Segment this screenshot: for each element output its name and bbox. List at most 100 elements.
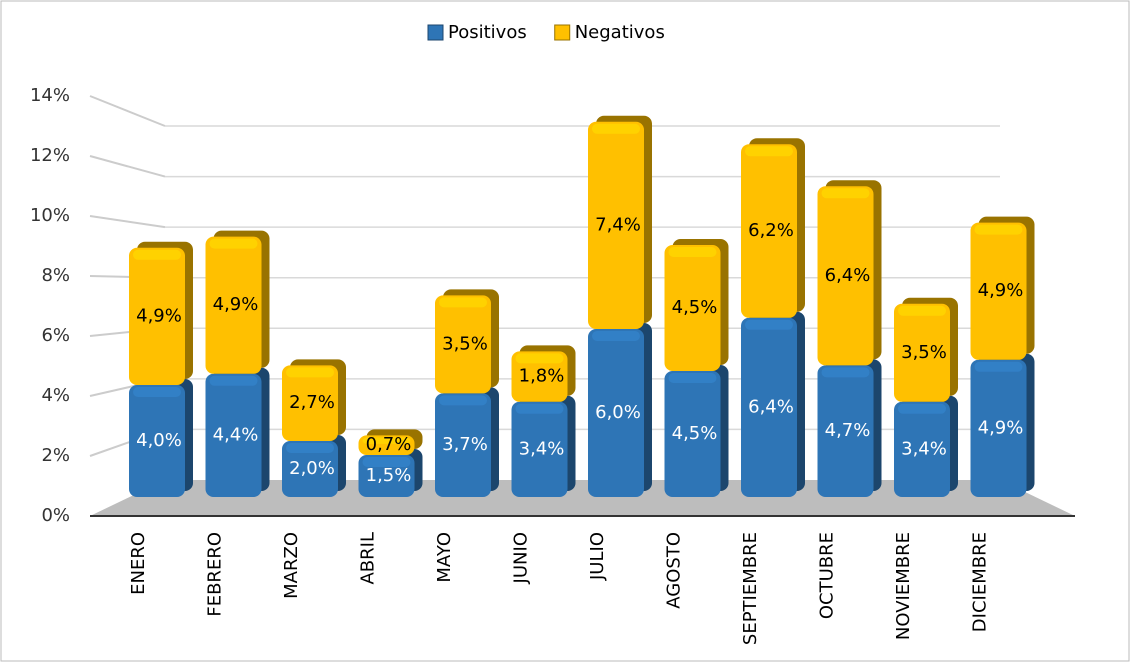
- value-label: 4,4%: [213, 424, 259, 445]
- bar-face: [435, 295, 491, 394]
- value-label: 6,4%: [748, 396, 794, 417]
- bar-segment: [129, 241, 193, 385]
- x-tick-label: OCTUBRE: [817, 532, 838, 619]
- legend-swatch: [554, 24, 571, 41]
- bar-face: [511, 401, 568, 497]
- value-label: 6,2%: [748, 220, 794, 241]
- grid-line: [89, 215, 166, 229]
- value-label: 3,7%: [442, 434, 488, 455]
- bar-face: [821, 188, 870, 199]
- value-label: 4,9%: [136, 305, 182, 326]
- value-label: 4,9%: [978, 417, 1024, 438]
- value-label: 0,7%: [366, 434, 412, 455]
- bar-segment: [435, 387, 499, 497]
- bar-face: [664, 371, 721, 497]
- bar-face: [286, 443, 334, 453]
- bar-segment: [741, 311, 805, 497]
- bar-face: [515, 353, 564, 364]
- bar-face: [129, 247, 185, 385]
- bar-segment: [588, 323, 652, 497]
- bar-face: [515, 403, 564, 414]
- bar-segment: [588, 115, 652, 329]
- value-label: 1,5%: [366, 465, 412, 486]
- bar-segment: [894, 297, 958, 402]
- value-label: 3,4%: [901, 438, 947, 459]
- legend-label: Negativos: [575, 22, 665, 43]
- bar-face: [974, 224, 1023, 235]
- bar-face: [894, 303, 950, 402]
- value-label: 3,5%: [901, 342, 947, 363]
- bar-segment: [129, 379, 193, 497]
- bar-face: [588, 329, 644, 497]
- bar-face: [435, 393, 491, 497]
- bar-segment: [664, 239, 729, 371]
- bar-face: [362, 457, 411, 467]
- value-label: 4,9%: [978, 280, 1024, 301]
- bar-segment: [894, 395, 958, 497]
- bar-face: [741, 317, 797, 497]
- bar-segment: [511, 345, 576, 402]
- bar-segment: [282, 359, 346, 441]
- bar-face: [511, 351, 568, 402]
- bar-segment: [817, 180, 882, 366]
- bar-face: [282, 365, 338, 441]
- bar-face: [133, 387, 181, 397]
- bar-face: [970, 222, 1027, 360]
- x-tick-label: ABRIL: [358, 532, 379, 585]
- bar-segment: [435, 289, 499, 394]
- bar-face: [817, 365, 874, 497]
- value-label: 1,8%: [519, 366, 565, 387]
- value-label: 6,4%: [825, 265, 871, 286]
- bar-segment: [358, 429, 423, 455]
- bar-face: [592, 331, 640, 341]
- value-label: 4,9%: [213, 294, 259, 315]
- value-label: 4,5%: [672, 423, 718, 444]
- value-label: 2,0%: [289, 458, 335, 479]
- value-label: 4,5%: [672, 297, 718, 318]
- value-label: 3,5%: [442, 333, 488, 354]
- bar-face: [439, 297, 487, 308]
- bar-segment: [511, 395, 576, 497]
- bar-segment: [282, 435, 346, 497]
- grid-line: [89, 95, 166, 127]
- bar-face: [974, 361, 1023, 372]
- bar-segment: [664, 365, 729, 497]
- bar-face: [362, 437, 411, 444]
- x-tick-label: SEPTIEMBRE: [740, 532, 761, 645]
- value-label: 7,4%: [595, 214, 641, 235]
- legend-label: Positivos: [448, 22, 527, 43]
- value-label: 4,7%: [825, 420, 871, 441]
- bar-face: [286, 367, 334, 378]
- value-label: 3,4%: [519, 438, 565, 459]
- bar-face: [970, 359, 1027, 497]
- x-tick-label: NOVIEMBRE: [893, 532, 914, 640]
- y-tick-label: 0%: [41, 505, 70, 526]
- bar-segment: [970, 353, 1035, 497]
- y-tick-label: 6%: [41, 325, 70, 346]
- legend-swatch: [427, 24, 444, 41]
- bar-segment: [741, 138, 805, 318]
- bar-segment: [205, 367, 270, 497]
- x-tick-label: JULIO: [587, 532, 608, 581]
- x-tick-label: MARZO: [281, 532, 302, 599]
- x-tick-label: DICIEMBRE: [970, 532, 991, 632]
- bar-face: [133, 249, 181, 260]
- y-tick-label: 12%: [30, 145, 70, 166]
- bar-face: [668, 373, 717, 383]
- bar-face: [668, 247, 717, 257]
- x-tick-label: MAYO: [434, 532, 455, 583]
- bar-face: [745, 319, 793, 330]
- value-label: 2,7%: [289, 392, 335, 413]
- bar-face: [894, 401, 950, 497]
- x-tick-label: ENERO: [128, 532, 149, 595]
- grid-line: [89, 155, 166, 178]
- bar-face: [821, 367, 870, 378]
- value-label: 6,0%: [595, 402, 641, 423]
- value-label: 4,0%: [136, 430, 182, 451]
- bar-segment: [970, 216, 1035, 360]
- bar-segment: [358, 449, 423, 497]
- bar-segment: [817, 359, 882, 497]
- y-tick-label: 10%: [30, 205, 70, 226]
- bar-face: [439, 395, 487, 406]
